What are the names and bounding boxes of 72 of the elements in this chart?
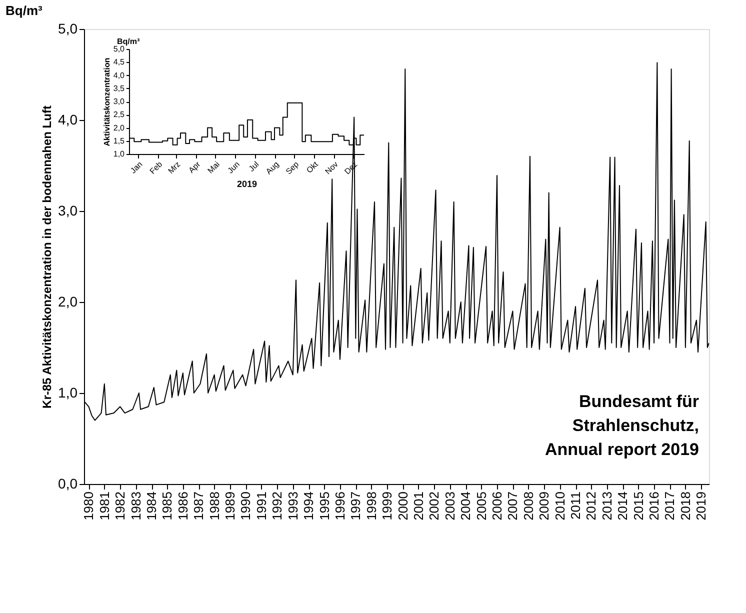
x-tick-label: Mai [206, 160, 222, 176]
x-tick-label: 2000 [395, 492, 410, 520]
x-tick-label: Feb [148, 159, 165, 176]
x-tick-label: 1982 [112, 492, 128, 520]
x-tick-label: 2011 [568, 492, 584, 520]
y-tick-label: 4,0 [58, 112, 78, 128]
x-tick-label: 2012 [584, 492, 599, 520]
y-tick-label: 5,0 [58, 20, 78, 36]
y-tick-label: 1,0 [58, 384, 78, 400]
x-tick-label: 1994 [301, 492, 316, 520]
x-tick-label: 1987 [191, 492, 206, 520]
x-tick-label: 2003 [442, 492, 458, 520]
x-tick-label: 1999 [380, 492, 395, 520]
y-tick-label: 2,5 [113, 110, 126, 120]
x-tick-label: 1986 [175, 492, 190, 520]
x-tick-label: 2010 [552, 492, 568, 520]
chart-title: Bq/m³ [6, 3, 44, 18]
x-tick-label: 2019 [694, 492, 709, 520]
x-tick-label: 1989 [222, 492, 238, 520]
x-tick-label: 2004 [458, 492, 474, 520]
x-tick-label: 2008 [520, 492, 536, 520]
y-tick-label: 4,5 [113, 58, 126, 67]
x-tick-label: 2001 [410, 492, 426, 520]
x-tick-label: 1981 [96, 492, 112, 520]
x-tick-label: 2009 [536, 492, 552, 520]
x-tick-label: 1980 [81, 492, 96, 520]
x-tick-label: Mrz [166, 160, 182, 176]
x-tick-label: 1995 [316, 492, 332, 520]
x-tick-label: 1991 [254, 492, 269, 520]
y-tick-label: 4,0 [113, 70, 126, 80]
x-tick-label: 2002 [426, 492, 442, 520]
x-tick-label: 1988 [206, 492, 222, 520]
y-tick-label: 3,5 [113, 84, 126, 93]
x-tick-label: Jan [128, 160, 144, 176]
x-tick-label: 2018 [678, 492, 693, 520]
x-tick-label: Sep [284, 159, 302, 176]
x-tick-label: Apr [186, 160, 202, 175]
x-tick-label: Aug [264, 160, 281, 176]
x-tick-label: 2006 [490, 492, 505, 520]
x-tick-label: 2016 [646, 492, 662, 520]
x-tick-label: 1983 [128, 492, 144, 520]
x-tick-label: 2007 [505, 492, 520, 520]
x-tick-label: Jul [247, 160, 261, 174]
x-tick-label: 1985 [160, 492, 175, 520]
y-axis-title: Aktivitätskonzentration [102, 58, 112, 146]
x-tick-label: 1998 [364, 492, 379, 520]
x-tick-label: Okt [304, 159, 320, 175]
y-tick-label: 3,0 [58, 202, 78, 218]
x-tick-label: Jun [226, 160, 242, 176]
y-tick-label: 2,0 [113, 123, 126, 132]
chart-title: Bq/m³ [117, 37, 140, 46]
x-tick-label: 1992 [270, 492, 285, 520]
x-tick-label: 1997 [348, 492, 364, 520]
y-tick-label: 0,0 [58, 476, 78, 492]
x-tick-label: 2013 [599, 492, 614, 520]
y-tick-label: 1,0 [113, 150, 126, 158]
y-axis-title: Kr-85 Aktivitätskonzentration in der bodennahen Luft [40, 106, 54, 408]
y-tick-label: 3,0 [113, 97, 126, 106]
x-tick-label: 2015 [630, 492, 646, 520]
y-tick-label: 5,0 [113, 44, 126, 54]
x-tick-label: 2017 [662, 492, 678, 520]
annotation: Bundesamt für Strahlenschutz, Annual report 2019 [545, 392, 700, 459]
x-tick-label: 1984 [144, 492, 160, 520]
x-tick-label: 1990 [238, 492, 254, 520]
x-tick-label: Nov [323, 160, 340, 176]
x-axis-title: 2019 [236, 179, 258, 190]
y-tick-label: 1,5 [113, 136, 126, 146]
y-tick-label: 2,0 [58, 294, 78, 310]
x-tick-label: 2005 [474, 492, 489, 520]
x-tick-label: 2014 [615, 492, 630, 520]
x-tick-label: 1996 [332, 492, 348, 520]
x-tick-label: 1993 [285, 492, 300, 520]
